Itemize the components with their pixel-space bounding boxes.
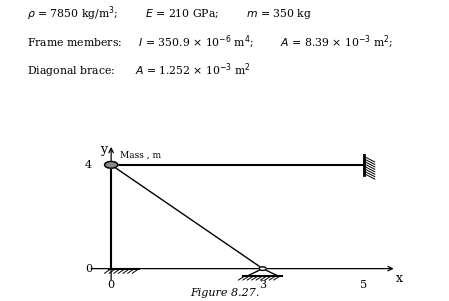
Text: 3: 3: [259, 280, 266, 290]
Text: Figure 8.27.: Figure 8.27.: [190, 288, 259, 298]
Text: Frame members:     $I$ = 350.9 $\times$ 10$^{-6}$ m$^4$;        $A$ = 8.39 $\tim: Frame members: $I$ = 350.9 $\times$ 10$^…: [27, 33, 393, 50]
Text: x: x: [396, 272, 403, 285]
Text: Mass , m: Mass , m: [120, 151, 161, 160]
Text: y: y: [100, 143, 107, 156]
Text: 5: 5: [360, 280, 367, 290]
Text: Diagonal brace:      $A$ = 1.252 $\times$ 10$^{-3}$ m$^2$: Diagonal brace: $A$ = 1.252 $\times$ 10$…: [27, 62, 251, 80]
Circle shape: [259, 267, 266, 270]
Circle shape: [105, 161, 118, 168]
Text: 0: 0: [85, 264, 92, 274]
Text: 0: 0: [108, 280, 114, 290]
Text: 4: 4: [85, 160, 92, 170]
Text: $\rho$ = 7850 kg/m$^3$;        $E$ = 210 GPa;        $m$ = 350 kg: $\rho$ = 7850 kg/m$^3$; $E$ = 210 GPa; $…: [27, 5, 312, 23]
